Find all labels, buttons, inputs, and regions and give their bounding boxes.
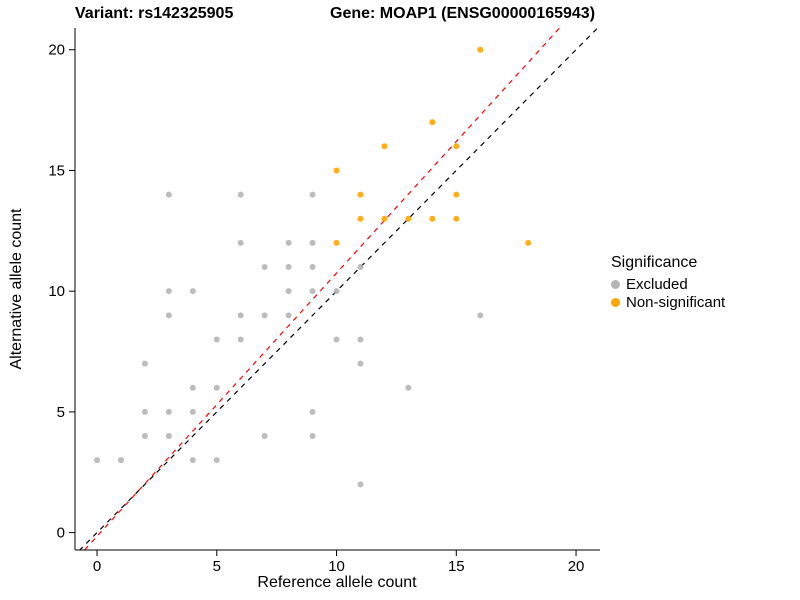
legend-label-excluded: Excluded — [626, 275, 688, 293]
point-non-significant — [357, 215, 364, 222]
point-excluded — [309, 191, 316, 198]
legend-item-excluded: Excluded — [611, 275, 725, 293]
point-non-significant — [525, 239, 532, 246]
point-non-significant — [477, 46, 484, 53]
non-significant-dot-icon — [611, 297, 620, 307]
point-non-significant — [453, 191, 460, 198]
legend: Significance Excluded Non-significant — [611, 254, 725, 311]
point-excluded — [141, 408, 148, 415]
point-excluded — [237, 191, 244, 198]
point-excluded — [237, 239, 244, 246]
point-non-significant — [405, 215, 412, 222]
point-excluded — [213, 457, 220, 464]
point-excluded — [357, 481, 364, 488]
point-excluded — [309, 408, 316, 415]
y-tick-label: 0 — [57, 525, 65, 542]
point-excluded — [333, 336, 340, 343]
point-non-significant — [429, 119, 436, 126]
point-non-significant — [357, 191, 364, 198]
point-excluded — [141, 360, 148, 367]
point-excluded — [94, 457, 101, 464]
point-excluded — [357, 264, 364, 271]
point-excluded — [309, 288, 316, 295]
point-excluded — [165, 288, 172, 295]
point-excluded — [285, 312, 292, 319]
gene-title: Gene: MOAP1 (ENSG00000165943) — [330, 5, 596, 22]
point-excluded — [213, 384, 220, 391]
point-excluded — [261, 264, 268, 271]
y-axis-label: Alternative allele count — [8, 208, 25, 370]
point-excluded — [309, 264, 316, 271]
point-non-significant — [333, 167, 340, 174]
x-tick-label: 0 — [93, 558, 101, 575]
point-excluded — [357, 360, 364, 367]
point-excluded — [189, 288, 196, 295]
point-excluded — [357, 336, 364, 343]
point-non-significant — [381, 143, 388, 150]
point-excluded — [141, 433, 148, 440]
point-excluded — [237, 336, 244, 343]
point-excluded — [189, 384, 196, 391]
y-tick-label: 5 — [57, 404, 65, 421]
point-excluded — [117, 457, 124, 464]
variant-title: Variant: rs142325905 — [75, 5, 234, 22]
point-excluded — [285, 239, 292, 246]
x-axis-label: Reference allele count — [257, 574, 417, 591]
point-non-significant — [333, 239, 340, 246]
point-excluded — [309, 433, 316, 440]
point-excluded — [165, 408, 172, 415]
point-excluded — [285, 264, 292, 271]
point-excluded — [165, 433, 172, 440]
y-tick-label: 10 — [48, 283, 65, 300]
point-excluded — [405, 384, 412, 391]
fit-line — [83, 28, 561, 550]
excluded-dot-icon — [611, 279, 620, 289]
y-tick-label: 15 — [48, 162, 65, 179]
legend-item-non-significant: Non-significant — [611, 293, 725, 311]
point-excluded — [189, 408, 196, 415]
legend-title: Significance — [611, 254, 698, 271]
point-excluded — [333, 288, 340, 295]
point-non-significant — [429, 215, 436, 222]
point-excluded — [237, 312, 244, 319]
x-tick-label: 20 — [568, 558, 585, 575]
x-tick-label: 10 — [328, 558, 345, 575]
legend-label-non-significant: Non-significant — [626, 293, 726, 311]
point-excluded — [285, 288, 292, 295]
x-tick-label: 5 — [213, 558, 221, 575]
point-non-significant — [453, 215, 460, 222]
y-tick-label: 20 — [48, 42, 65, 59]
point-excluded — [213, 336, 220, 343]
point-non-significant — [381, 215, 388, 222]
point-excluded — [189, 457, 196, 464]
point-excluded — [477, 312, 484, 319]
point-excluded — [165, 312, 172, 319]
x-tick-label: 15 — [448, 558, 465, 575]
point-excluded — [309, 239, 316, 246]
point-excluded — [165, 191, 172, 198]
point-non-significant — [453, 143, 460, 150]
point-excluded — [261, 433, 268, 440]
point-excluded — [261, 312, 268, 319]
